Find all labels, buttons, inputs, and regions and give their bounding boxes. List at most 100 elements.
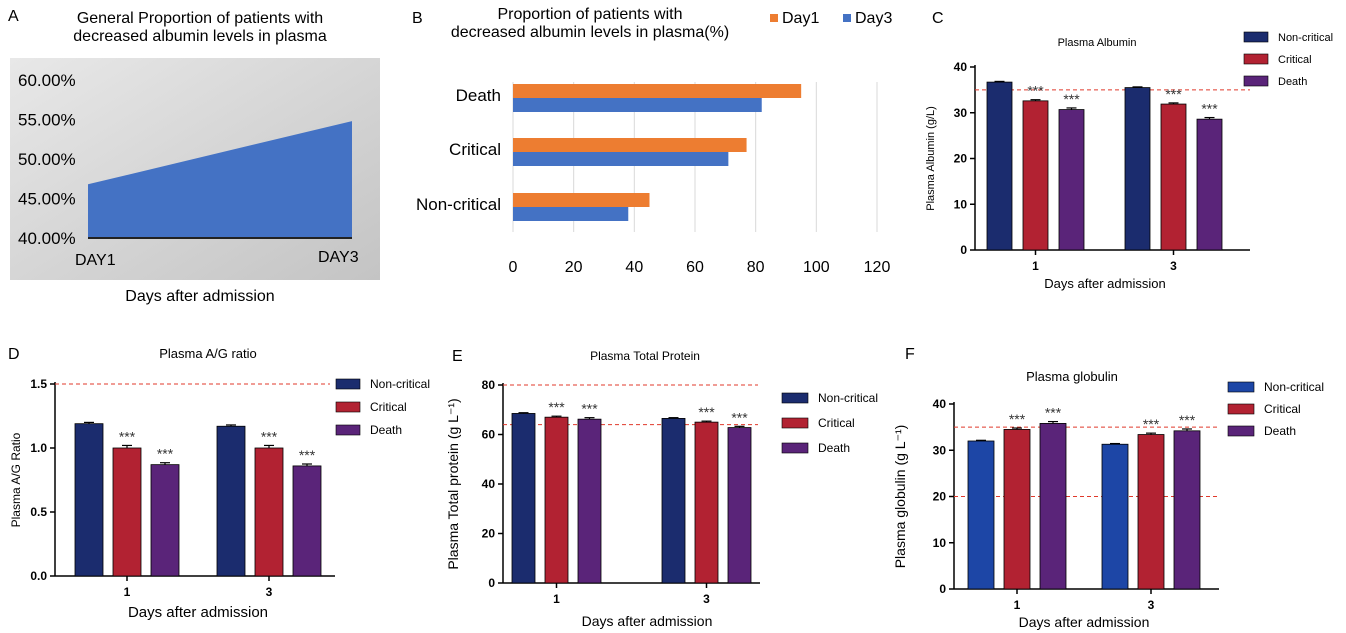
significance-label: *** bbox=[119, 428, 136, 444]
y-tick-label: 30 bbox=[933, 443, 947, 457]
x-axis-label: Days after admission bbox=[1044, 276, 1165, 291]
x-tick-label: 80 bbox=[747, 259, 765, 276]
y-category-label: Death bbox=[456, 86, 501, 105]
bar-non-critical bbox=[74, 423, 104, 577]
significance-label: *** bbox=[731, 409, 748, 425]
x-tick-label: 3 bbox=[1170, 259, 1177, 273]
x-tick-label: DAY3 bbox=[318, 249, 359, 266]
bar-non-critical bbox=[511, 413, 536, 584]
y-axis-label: Plasma Total protein (g L⁻¹) bbox=[445, 398, 461, 569]
x-tick-label: 100 bbox=[803, 259, 830, 276]
x-tick-label: DAY1 bbox=[75, 252, 116, 269]
legend-label: Critical bbox=[1264, 402, 1301, 416]
bar-day1 bbox=[513, 138, 747, 152]
legend-swatch-non-critical bbox=[1243, 31, 1269, 43]
legend-swatch-non-critical bbox=[1227, 381, 1255, 393]
y-tick-label: 45.00% bbox=[18, 190, 76, 209]
y-tick-label: 20 bbox=[933, 490, 947, 504]
legend-swatch-critical bbox=[335, 401, 361, 413]
legend-swatch-non-critical bbox=[335, 378, 361, 390]
panel-label-e: E bbox=[452, 348, 463, 365]
bar-day3 bbox=[513, 152, 729, 166]
legend-swatch-day1 bbox=[770, 14, 778, 22]
x-tick-label: 3 bbox=[703, 592, 710, 606]
x-tick-label: 0 bbox=[509, 259, 518, 276]
y-tick-label: 60 bbox=[482, 428, 496, 442]
y-category-label: Non-critical bbox=[416, 195, 501, 214]
chart-a-title: General Proportion of patients with decr… bbox=[20, 10, 380, 47]
y-tick-label: 1.5 bbox=[30, 377, 47, 391]
bar-death bbox=[1196, 118, 1223, 251]
panel-f: F Plasma globulin 0 10 20 30 40 *** *** 1 *** *** 3… bbox=[885, 320, 1346, 633]
panel-e: E Plasma Total Protein 0 20 40 60 80 *** *** 1 **… bbox=[440, 320, 885, 633]
legend-label: Death bbox=[370, 423, 402, 437]
panel-label-f: F bbox=[905, 346, 915, 363]
legend-label: Critical bbox=[1278, 54, 1312, 66]
legend-swatch-critical bbox=[1227, 403, 1255, 415]
chart-a-title-line2: decreased albumin levels in plasma bbox=[73, 28, 327, 46]
significance-label: *** bbox=[1201, 101, 1218, 117]
x-tick-label: 1 bbox=[553, 592, 560, 606]
area-series bbox=[88, 121, 352, 238]
legend-swatch-death bbox=[781, 442, 809, 454]
bar-death bbox=[292, 465, 322, 577]
x-tick-label: 3 bbox=[1148, 598, 1155, 612]
bar-death bbox=[1058, 109, 1085, 251]
significance-label: *** bbox=[581, 401, 598, 417]
y-axis-label: Plasma globulin (g L⁻¹) bbox=[892, 425, 908, 569]
bar-death bbox=[1039, 423, 1067, 590]
x-tick-label: 1 bbox=[1032, 259, 1039, 273]
bar-non-critical bbox=[967, 440, 995, 590]
y-tick-label: 55.00% bbox=[18, 111, 76, 130]
y-tick-label: 60.00% bbox=[18, 71, 76, 90]
bar-critical bbox=[1160, 103, 1187, 251]
legend-swatch-critical bbox=[781, 417, 809, 429]
chart-b-title-line2: decreased albumin levels in plasma(%) bbox=[450, 24, 730, 42]
significance-label: *** bbox=[157, 446, 174, 462]
bar-death bbox=[727, 427, 752, 584]
y-tick-label: 30 bbox=[954, 106, 968, 120]
legend-swatch-non-critical bbox=[781, 392, 809, 404]
significance-label: *** bbox=[1063, 91, 1080, 107]
legend-label: Death bbox=[1278, 76, 1307, 88]
significance-label: *** bbox=[1179, 412, 1196, 428]
legend-swatch-day3 bbox=[843, 14, 851, 22]
legend-label: Non-critical bbox=[370, 377, 430, 391]
bar-non-critical bbox=[1124, 87, 1151, 251]
y-tick-label: 10 bbox=[933, 536, 947, 550]
significance-label: *** bbox=[1165, 86, 1182, 102]
x-tick-label: 20 bbox=[565, 259, 583, 276]
chart-e-svg: Plasma Total Protein 0 20 40 60 80 *** *** 1 *** *… bbox=[445, 349, 878, 629]
legend-label: Day3 bbox=[855, 10, 892, 27]
bar-critical bbox=[1022, 100, 1049, 251]
bar-death bbox=[577, 418, 602, 584]
chart-title: Plasma Albumin bbox=[1058, 37, 1137, 49]
significance-label: *** bbox=[548, 399, 565, 415]
y-tick-label: 10 bbox=[954, 197, 968, 211]
chart-b-svg: 0 20 40 60 80 100 120 Death Critical Non-critical… bbox=[416, 10, 892, 276]
bar-day1 bbox=[513, 193, 650, 207]
legend-label: Death bbox=[818, 441, 850, 455]
panel-label-a: A bbox=[8, 8, 19, 25]
significance-label: *** bbox=[1009, 411, 1026, 427]
y-tick-label: 50.00% bbox=[18, 150, 76, 169]
chart-title: Plasma globulin bbox=[1026, 369, 1118, 384]
y-tick-label: 40.00% bbox=[18, 229, 76, 248]
y-tick-label: 40 bbox=[933, 397, 947, 411]
y-tick-label: 40 bbox=[954, 60, 968, 74]
panel-label-b: B bbox=[412, 10, 423, 27]
legend-label: Death bbox=[1264, 424, 1296, 438]
bar-critical bbox=[544, 416, 569, 584]
bar-critical bbox=[694, 421, 719, 584]
chart-a-xlabel: Days after admission bbox=[125, 288, 275, 305]
legend-swatch-death bbox=[1243, 75, 1269, 87]
y-tick-label: 20 bbox=[482, 527, 496, 541]
panel-d: D Plasma A/G ratio 0.0 0.5 1.0 1.5 *** *** 1 ***… bbox=[0, 320, 440, 633]
chart-a-svg: 60.00% 55.00% 50.00% 45.00% 40.00% DAY1 DAY3 bbox=[10, 58, 380, 280]
y-category-label: Critical bbox=[449, 140, 501, 159]
bar-critical bbox=[112, 447, 142, 577]
panel-a: A General Proportion of patients with de… bbox=[0, 0, 390, 320]
legend-swatch-death bbox=[1227, 425, 1255, 437]
y-tick-label: 40 bbox=[482, 477, 496, 491]
x-axis-label: Days after admission bbox=[582, 613, 713, 629]
